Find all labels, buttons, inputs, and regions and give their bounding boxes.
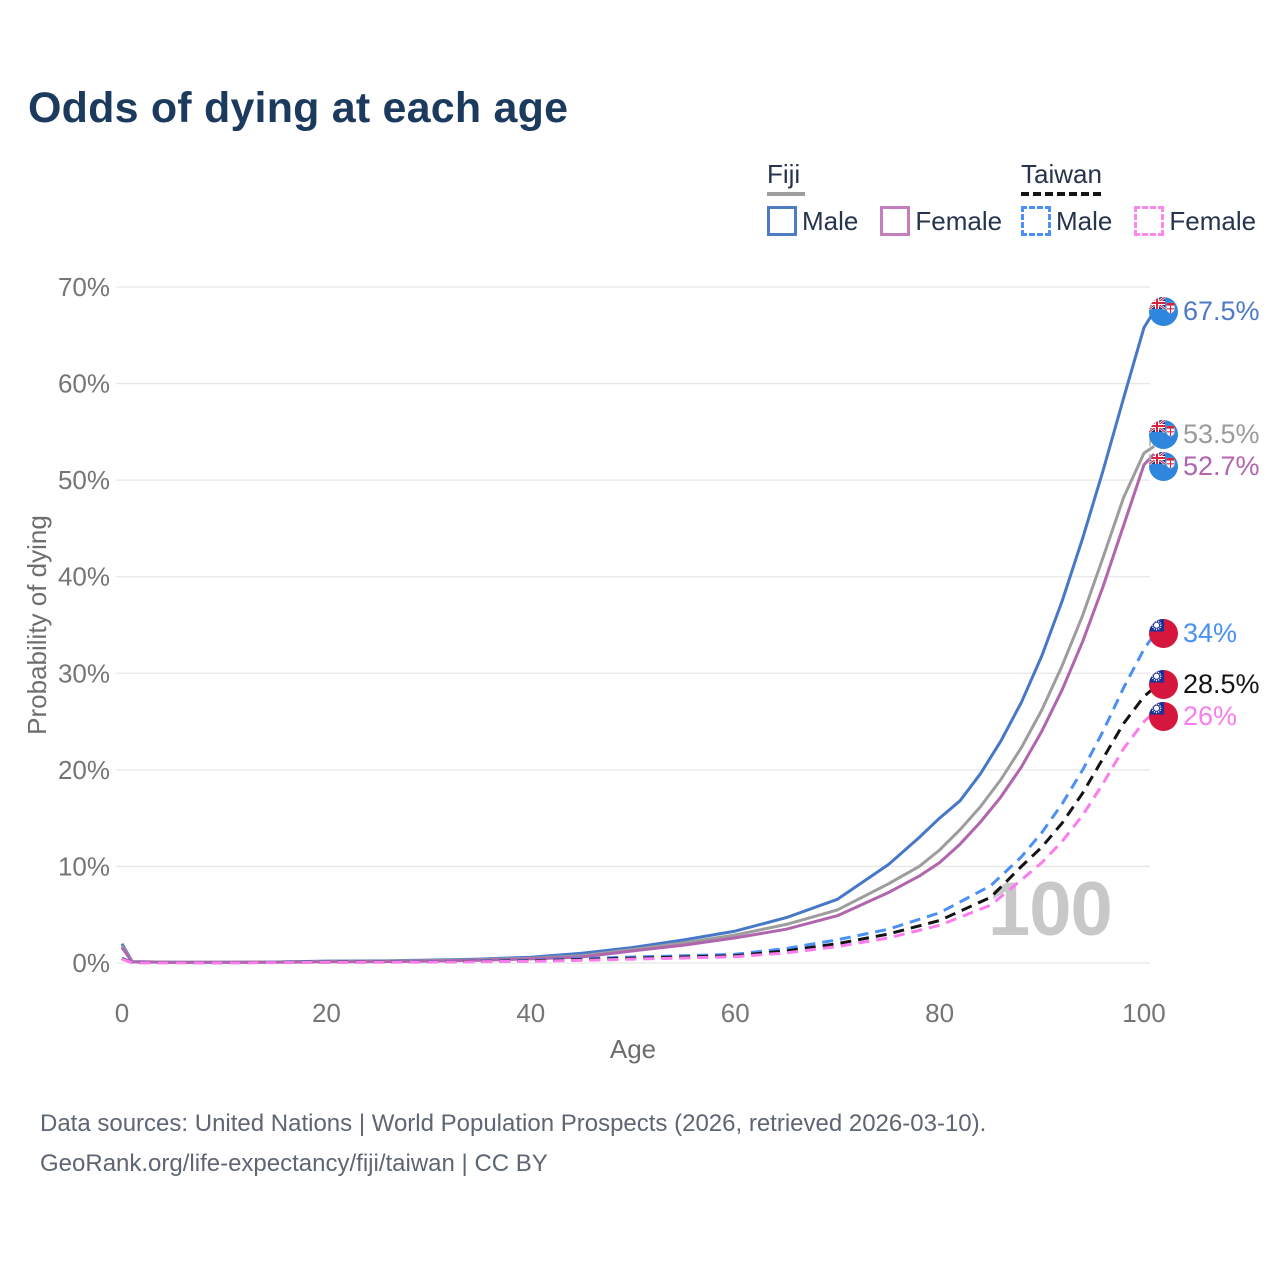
series-line-fiji-female	[120, 453, 1156, 964]
legend-item-taiwan-male[interactable]: Male	[1021, 206, 1112, 237]
taiwan-flag-icon	[1149, 701, 1178, 731]
series-line-taiwan-total	[121, 686, 1156, 965]
x-tick-label: 60	[721, 998, 750, 1028]
y-tick-label: 60%	[58, 369, 110, 399]
end-label-fiji-female: 52.7%	[1149, 451, 1260, 481]
y-tick-label: 70%	[58, 272, 110, 302]
legend-swatch-fiji-line	[767, 191, 805, 196]
taiwan-flag-icon	[1149, 669, 1178, 699]
series-line-fiji-male	[120, 310, 1156, 964]
chart-title: Odds of dying at each age	[28, 84, 569, 132]
end-label-fiji-male: 67.5%	[1149, 296, 1260, 326]
legend-item-taiwan-female[interactable]: Female	[1134, 206, 1256, 237]
y-tick-label: 40%	[58, 562, 110, 592]
legend-item-fiji-male[interactable]: Male	[767, 206, 858, 237]
end-value-taiwan-total: 28.5%	[1183, 668, 1260, 699]
taiwan-female-checkbox[interactable]	[1134, 206, 1165, 237]
end-value-taiwan-female: 26%	[1183, 700, 1238, 731]
legend-label-taiwan-male: Male	[1056, 205, 1113, 236]
x-tick-label: 100	[1122, 998, 1165, 1028]
legend-title-taiwan: Taiwan	[1021, 159, 1102, 189]
legend-swatch-taiwan-line	[1021, 191, 1101, 196]
x-axis-title: Age	[610, 1034, 656, 1064]
legend-label-taiwan-female: Female	[1169, 205, 1257, 236]
legend-item-fiji-female[interactable]: Female	[880, 206, 1002, 237]
legend-label-fiji-female: Female	[915, 205, 1003, 236]
fiji-flag-icon	[1149, 296, 1178, 326]
fiji-flag-icon	[1149, 419, 1178, 449]
chart-canvas: 0% 10% 20% 30% 40% 50% 60% 70% 0 20 40 60 80 100 Age Pr…	[22, 272, 1166, 1064]
legend-label-fiji-male: Male	[802, 205, 859, 236]
series-line-taiwan-female	[121, 710, 1156, 965]
x-tick-label: 80	[925, 998, 954, 1028]
y-tick-label: 20%	[58, 755, 110, 785]
taiwan-male-checkbox[interactable]	[1021, 206, 1051, 237]
y-tick-label: 50%	[58, 465, 110, 495]
end-value-taiwan-male: 34%	[1183, 617, 1238, 648]
legend-title-fiji: Fiji	[767, 159, 801, 189]
series-line-fiji-total	[120, 445, 1156, 964]
data-sources-line: Data sources: United Nations | World Pop…	[40, 1110, 987, 1137]
footer: Data sources: United Nations | World Pop…	[40, 1104, 986, 1185]
fiji-flag-icon	[1149, 451, 1178, 481]
x-tick-label: 40	[516, 998, 545, 1028]
legend-group-fiji: Fiji Male Female	[767, 160, 1002, 237]
y-tick-label: 30%	[58, 658, 110, 688]
fiji-female-checkbox[interactable]	[880, 206, 911, 237]
end-value-fiji-male: 67.5%	[1183, 295, 1260, 326]
end-label-fiji-total: 53.5%	[1149, 419, 1260, 449]
fiji-male-checkbox[interactable]	[767, 206, 797, 237]
x-tick-label: 20	[312, 998, 341, 1028]
attribution-line: GeoRank.org/life-expectancy/fiji/taiwan …	[40, 1150, 548, 1178]
x-tick-label: 0	[115, 998, 129, 1028]
end-label-taiwan-total: 28.5%	[1149, 669, 1260, 699]
legend-group-taiwan: Taiwan Male Female	[1021, 160, 1256, 237]
end-value-fiji-female: 52.7%	[1183, 450, 1260, 481]
end-value-fiji-total: 53.5%	[1183, 418, 1260, 449]
y-tick-label: 10%	[58, 851, 110, 881]
end-label-taiwan-male: 34%	[1149, 618, 1237, 648]
y-axis-title: Probability of dying	[22, 515, 52, 735]
taiwan-flag-icon	[1149, 618, 1178, 648]
y-tick-label: 0%	[72, 948, 110, 978]
end-label-taiwan-female: 26%	[1149, 701, 1237, 731]
